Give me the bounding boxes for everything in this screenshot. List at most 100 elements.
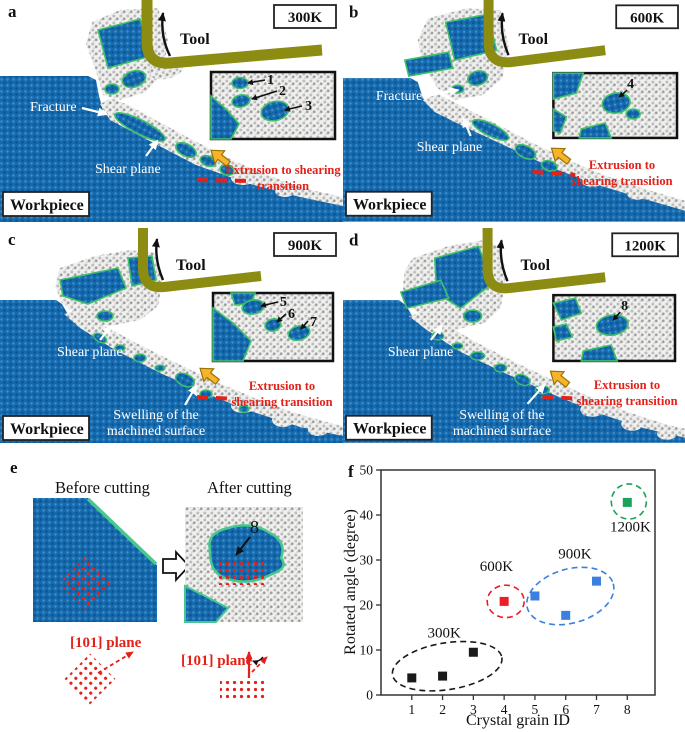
cluster-ellipse-1200K <box>610 483 648 520</box>
fracture-arrow <box>81 106 108 117</box>
x-tick-label: 8 <box>624 702 631 717</box>
temperature-box <box>273 4 337 29</box>
panel-b-600k: 4 b 600K Tool Fracture Shear plane Workp… <box>343 0 685 228</box>
cluster-label-1200K: 1200K <box>610 520 651 536</box>
surface-bump <box>580 172 605 187</box>
cutting-tool <box>483 0 606 68</box>
tool-label: Tool <box>180 31 210 48</box>
x-tick-label: 4 <box>501 702 508 717</box>
simulation-scene-600k: 4 b 600K Tool Fracture Shear plane Workp… <box>343 0 685 222</box>
hollow-right-arrow-icon <box>162 549 191 583</box>
shear-plane-arrow <box>429 324 443 341</box>
crystal-rotation-scene: e Before cutting After cutting 8 [101] p… <box>10 458 303 705</box>
y-axis-title: Rotated angle (degree) <box>343 509 359 655</box>
temperature-box <box>615 4 679 30</box>
x-tick-label: 6 <box>562 702 569 717</box>
simulation-scene-1200k: 8 d 1200K Tool Shear plane Workpiece <box>343 228 685 443</box>
shear-plane-label: Shear plane <box>57 345 123 360</box>
shear-plane-label: Shear plane <box>95 162 161 177</box>
x-tick-label: 7 <box>593 702 600 717</box>
y-tick-label: 50 <box>360 463 374 478</box>
cutting-tool <box>138 228 262 293</box>
inset-magnified-grains: 8 <box>552 293 677 363</box>
x-tick-label: 5 <box>532 702 539 717</box>
tool-label: Tool <box>520 257 550 274</box>
workpiece-box <box>345 190 433 217</box>
fracture-label: Fracture <box>376 89 422 104</box>
shear-plane-arrow <box>99 324 113 341</box>
scatter-point-300K-0 <box>407 673 417 683</box>
x-axis-title: Crystal grain ID <box>466 712 570 729</box>
101-plane-label: [101] plane <box>70 635 142 651</box>
grain-number: 8 <box>250 517 259 537</box>
fracture-label: Fracture <box>30 100 77 115</box>
panel-letter: e <box>10 458 18 477</box>
scatter-point-300K-2 <box>468 647 478 657</box>
transition-label: Extrusion to shearing transition <box>225 163 341 193</box>
temperature-label: 600K <box>630 10 664 26</box>
extrusion-arrow-icon <box>550 147 572 165</box>
cluster-label-600K: 600K <box>480 559 514 575</box>
x-tick-label: 2 <box>439 702 446 717</box>
workpiece-label: Workpiece <box>353 421 426 438</box>
grain-number: 8 <box>621 299 628 314</box>
swelling-arrow <box>526 383 546 405</box>
grain-number: 6 <box>288 307 295 322</box>
amorphous-shear-band <box>408 312 685 438</box>
transition-dashed-line <box>542 394 581 401</box>
x-tick-label: 3 <box>470 702 477 717</box>
x-tick-label: 1 <box>408 702 415 717</box>
cluster-ellipse-300K <box>391 640 503 692</box>
workpiece-box <box>345 414 433 441</box>
cluster-ellipse-600K <box>486 584 525 619</box>
tool-direction-arrow <box>157 12 172 57</box>
fracture-arrow <box>424 87 460 98</box>
panel-f-chart: f Crystal grain ID Rotated angle (degree… <box>343 455 685 732</box>
grain-number: 4 <box>627 77 634 92</box>
recrystallized-grains <box>471 118 558 172</box>
cluster-label-300K: 300K <box>427 625 461 641</box>
y-tick-label: 40 <box>360 508 374 523</box>
temperature-label: 900K <box>288 238 323 254</box>
transition-dashed-line <box>532 169 576 177</box>
shear-plane-arrow <box>145 139 159 157</box>
tool-direction-arrow <box>496 239 509 282</box>
cutting-tool <box>141 0 323 69</box>
panel-d-1200k: 8 d 1200K Tool Shear plane Workpiece Ext… <box>343 228 685 455</box>
tool-label: Tool <box>518 31 548 48</box>
swelling-label: Swelling of the machined surface <box>106 408 206 440</box>
grain-number: 5 <box>280 295 287 310</box>
inset-magnified-grains: 1 2 3 <box>209 70 337 141</box>
101-plane-label: [101] plane <box>181 653 253 669</box>
panel-letter: c <box>8 230 16 249</box>
inset-magnified-grains: 5 6 7 <box>211 291 335 363</box>
shear-plane-label: Shear plane <box>388 345 453 360</box>
cluster-label-900K: 900K <box>558 547 592 563</box>
transition-label: Extrusion to shearing transition <box>571 158 673 188</box>
scatter-point-900K-2 <box>592 576 602 586</box>
simulation-scene-300k: 1 2 3 a 300K Tool Fracture Shear plane W… <box>0 0 343 222</box>
plot-frame <box>380 469 656 696</box>
grain-number: 2 <box>279 84 286 99</box>
tool-direction-arrow <box>151 238 165 281</box>
panel-c-900k: 5 6 7 c 900K Tool Shear plane Workpiece … <box>0 228 343 455</box>
after-101-plane-diagram: [101] plane <box>181 651 268 701</box>
tool-label: Tool <box>176 257 206 274</box>
101-plane-dots-grain <box>218 561 264 585</box>
amorphous-shear-band <box>64 310 343 436</box>
panel-letter: b <box>349 2 358 21</box>
before-cutting-image <box>33 497 158 622</box>
workpiece-label: Workpiece <box>10 197 84 214</box>
after-cutting-label: After cutting <box>207 478 292 497</box>
workpiece-box <box>2 415 90 441</box>
workpiece-box <box>2 191 90 217</box>
extrusion-arrow-icon <box>549 370 571 388</box>
grain-number: 7 <box>310 315 317 330</box>
transition-dashed-line <box>196 395 237 401</box>
surface-bump <box>275 185 295 197</box>
extrusion-arrow-icon <box>210 149 232 168</box>
tool-direction-arrow <box>497 12 510 56</box>
inset-magnified-grains: 4 <box>552 71 679 140</box>
y-tick-label: 0 <box>366 688 373 703</box>
